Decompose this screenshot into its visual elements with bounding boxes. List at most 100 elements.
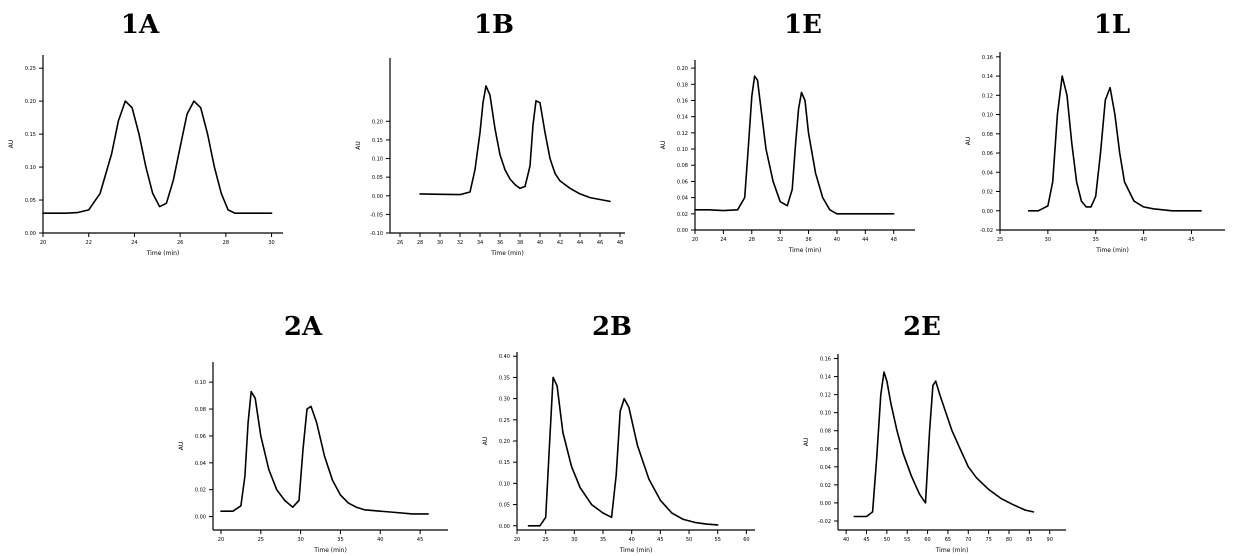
y-tick-label: 0.20 xyxy=(499,439,510,445)
x-tick-label: 50 xyxy=(686,537,692,543)
x-tick-label: 45 xyxy=(863,537,869,543)
x-axis-label: Time (min) xyxy=(146,250,180,257)
y-tick-label: 0.15 xyxy=(25,132,36,138)
x-tick-label: 40 xyxy=(1140,237,1146,243)
y-tick-label: 0.08 xyxy=(820,429,831,435)
y-tick-label: 0.30 xyxy=(499,397,510,403)
x-tick-label: 26 xyxy=(397,240,403,246)
y-tick-label: -0.02 xyxy=(980,228,993,234)
x-tick-label: 48 xyxy=(617,240,623,246)
x-tick-label: 80 xyxy=(1006,537,1012,543)
y-tick-label: 0.00 xyxy=(982,209,993,215)
y-tick-label: 0.00 xyxy=(372,194,383,200)
y-tick-label: 0.10 xyxy=(372,157,383,163)
chart-title-1b: 1B xyxy=(473,10,515,40)
x-tick-label: 28 xyxy=(223,240,229,246)
x-tick-label: 65 xyxy=(945,537,951,543)
x-tick-label: 24 xyxy=(131,240,137,246)
x-axis-label: Time (min) xyxy=(313,547,347,554)
x-tick-label: 75 xyxy=(985,537,991,543)
x-tick-label: 26 xyxy=(177,240,183,246)
chart-title-2b: 2B xyxy=(591,312,633,342)
x-tick-label: 32 xyxy=(457,240,463,246)
y-tick-label: 0.04 xyxy=(195,461,206,467)
chart-title-1e: 1E xyxy=(784,10,822,40)
x-axis-label: Time (min) xyxy=(788,247,822,254)
y-tick-label: 0.02 xyxy=(677,212,688,218)
y-tick-label: 0.06 xyxy=(677,179,688,185)
y-tick-label: 0.00 xyxy=(195,515,206,521)
y-tick-label: 0.14 xyxy=(677,115,688,121)
x-tick-label: 40 xyxy=(629,537,635,543)
x-tick-label: 30 xyxy=(268,240,274,246)
y-axis-label: AU xyxy=(8,140,15,149)
y-tick-label: 0.20 xyxy=(372,119,383,125)
x-tick-label: 44 xyxy=(577,240,583,246)
y-tick-label: 0.02 xyxy=(982,190,993,196)
chromatogram-trace xyxy=(694,75,895,215)
y-axis-label: AU xyxy=(965,137,972,146)
x-tick-label: 38 xyxy=(517,240,523,246)
x-tick-label: 50 xyxy=(884,537,890,543)
y-tick-label: 0.08 xyxy=(982,132,993,138)
x-tick-label: 28 xyxy=(749,237,755,243)
x-tick-label: 24 xyxy=(720,237,726,243)
y-tick-label: 0.04 xyxy=(820,465,831,471)
x-tick-label: 45 xyxy=(657,537,663,543)
y-axis-label: AU xyxy=(355,141,362,150)
chart-title-2a: 2A xyxy=(283,312,323,342)
y-axis-label: AU xyxy=(660,141,667,150)
y-tick-label: 0.10 xyxy=(820,411,831,417)
y-tick-label: 0.12 xyxy=(820,393,831,399)
x-tick-label: 90 xyxy=(1047,537,1053,543)
x-tick-label: 25 xyxy=(258,537,264,543)
y-tick-label: 0.00 xyxy=(820,501,831,507)
chromatogram-trace xyxy=(42,100,273,214)
y-axis-label: AU xyxy=(803,438,810,447)
y-tick-label: 0.35 xyxy=(499,375,510,381)
y-tick-label: 0.25 xyxy=(25,66,36,72)
x-tick-label: 34 xyxy=(477,240,483,246)
x-tick-label: 48 xyxy=(891,237,897,243)
x-tick-label: 40 xyxy=(537,240,543,246)
x-tick-label: 55 xyxy=(904,537,910,543)
y-tick-label: 0.06 xyxy=(982,151,993,157)
y-tick-label: 0.02 xyxy=(820,483,831,489)
y-tick-label: 0.15 xyxy=(372,138,383,144)
chromatogram-trace xyxy=(527,376,719,527)
x-tick-label: 46 xyxy=(597,240,603,246)
chromatogram-trace xyxy=(1027,75,1202,212)
y-tick-label: 0.10 xyxy=(982,113,993,119)
y-tick-label: 0.20 xyxy=(25,99,36,105)
y-tick-label: 0.05 xyxy=(499,503,510,509)
y-tick-label: 0.40 xyxy=(499,354,510,360)
y-tick-label: 0.18 xyxy=(677,82,688,88)
y-axis-label: AU xyxy=(482,437,489,446)
x-tick-label: 20 xyxy=(218,537,224,543)
x-tick-label: 25 xyxy=(997,237,1003,243)
y-tick-label: 0.08 xyxy=(677,163,688,169)
x-tick-label: 60 xyxy=(743,537,749,543)
x-tick-label: 35 xyxy=(337,537,343,543)
x-tick-label: 20 xyxy=(692,237,698,243)
y-tick-label: -0.10 xyxy=(370,231,383,237)
x-tick-label: 20 xyxy=(40,240,46,246)
y-tick-label: 0.04 xyxy=(982,170,993,176)
y-tick-label: -0.05 xyxy=(370,212,383,218)
y-tick-label: 0.05 xyxy=(25,198,36,204)
y-tick-label: 0.06 xyxy=(820,447,831,453)
y-tick-label: 0.00 xyxy=(25,231,36,237)
y-tick-label: 0.25 xyxy=(499,418,510,424)
y-tick-label: -0.02 xyxy=(818,519,831,525)
chromatogram-trace xyxy=(419,85,611,203)
y-tick-label: 0.05 xyxy=(372,175,383,181)
x-tick-label: 85 xyxy=(1026,537,1032,543)
x-tick-label: 40 xyxy=(377,537,383,543)
x-tick-label: 35 xyxy=(1093,237,1099,243)
y-tick-label: 0.10 xyxy=(677,147,688,153)
